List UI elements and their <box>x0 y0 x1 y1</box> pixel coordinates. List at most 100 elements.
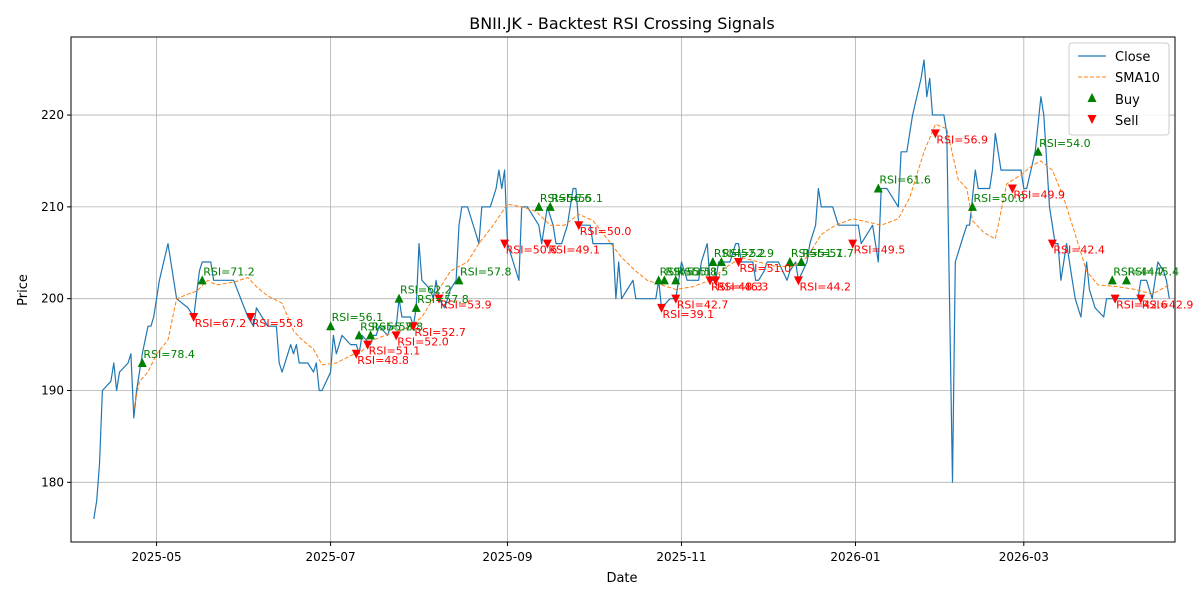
legend-sell-marker <box>1087 115 1097 124</box>
x-tick-label: 2025-09 <box>482 550 532 564</box>
sell-signal-label: RSI=67.2 <box>195 317 247 330</box>
buy-marker <box>411 302 421 312</box>
buy-marker <box>716 256 726 266</box>
sell-signal-label: RSI=42.6 <box>1116 299 1168 312</box>
buy-marker <box>454 275 464 285</box>
legend-buy-label: Buy <box>1115 93 1140 108</box>
buy-signal-label: RSI=56.1 <box>332 311 384 324</box>
buy-signal-label: RSI=51.5 <box>677 265 729 278</box>
y-axis-label: Price <box>16 274 31 306</box>
sell-signal-label: RSI=39.1 <box>663 308 715 321</box>
buy-marker <box>1033 146 1043 156</box>
sell-marker <box>1136 294 1146 304</box>
buy-marker <box>534 201 544 211</box>
sell-signal-label: RSI=42.9 <box>1142 299 1194 312</box>
plot-area: RSI=78.4 RSI=71.2 RSI=56.1RSI=55.7RSI=58.8… <box>41 36 1193 564</box>
sell-marker <box>930 129 940 139</box>
buy-marker <box>671 275 681 285</box>
x-tick-label: 2026-01 <box>830 550 880 564</box>
buy-marker <box>659 275 669 285</box>
y-tick-label: 200 <box>41 292 64 306</box>
grid-lines <box>71 37 1175 542</box>
buy-marker <box>708 256 718 266</box>
sell-marker <box>848 239 858 249</box>
sell-marker <box>734 257 744 267</box>
buy-marker <box>354 330 364 340</box>
y-tick-label: 210 <box>41 200 64 214</box>
sell-signal-label: RSI=49.5 <box>854 244 906 257</box>
sell-marker <box>500 239 510 249</box>
sell-marker <box>793 276 803 286</box>
buy-signal-label: RSI=54.0 <box>1039 137 1091 150</box>
buy-marker <box>197 275 207 285</box>
buy-signal-label: RSI=62.2 <box>400 284 452 297</box>
plot-background <box>71 37 1175 542</box>
y-tick-label: 180 <box>41 475 64 489</box>
sell-signal-label: RSI=50.6 <box>506 244 558 257</box>
sell-signal-label: RSI=49.9 <box>1013 189 1065 202</box>
close-price-line <box>93 59 1170 520</box>
x-axis-ticks: 2025-05 2025-07 2025-09 2025-11 2026-01 2026-… <box>132 542 1049 564</box>
sell-signal-label: RSI=48.8 <box>357 354 409 367</box>
legend-close-label: Close <box>1115 50 1150 65</box>
legend-frame <box>1068 42 1170 136</box>
buy-signal-label: RSI=50.0 <box>973 192 1025 205</box>
sell-signal-label: RSI=46.3 <box>717 280 769 293</box>
sell-signal-label: RSI=56.9 <box>936 133 988 146</box>
legend-buy-marker <box>1087 93 1097 102</box>
buy-signal-label: RSI=71.2 <box>203 265 255 278</box>
sell-signal-label: RSI=51.0 <box>740 262 792 275</box>
signal-markers <box>137 129 1146 367</box>
x-axis-label: Date <box>606 571 637 586</box>
sell-signal-label: RSI=53.9 <box>440 299 492 312</box>
buy-signal-label: RSI=56.6 <box>540 192 592 205</box>
x-tick-label: 2025-11 <box>656 550 706 564</box>
sell-signal-label: RSI=52.7 <box>414 326 466 339</box>
series-lines <box>93 59 1170 520</box>
legend-sma-label: SMA10 <box>1115 71 1160 86</box>
buy-signal-label: RSI=51.7 <box>791 247 843 260</box>
sell-marker <box>408 322 418 332</box>
sell-marker <box>363 340 373 350</box>
buy-marker <box>654 275 664 285</box>
sell-signal-label: RSI=52.0 <box>397 335 449 348</box>
buy-marker <box>366 330 376 340</box>
plot-frame <box>70 36 1176 543</box>
chart-title: BNII.JK - Backtest RSI Crossing Signals <box>469 14 775 33</box>
sell-marker <box>542 239 552 249</box>
buy-marker <box>967 201 977 211</box>
buy-signal-label: RSI=55.1 <box>551 192 603 205</box>
sell-marker <box>189 313 199 323</box>
buy-signal-label: RSI=53.1 <box>660 265 712 278</box>
sell-marker <box>434 294 444 304</box>
y-tick-label: 190 <box>41 384 64 398</box>
buy-signal-label: RSI=78.4 <box>143 348 195 361</box>
sell-signal-label: RSI=44.2 <box>799 280 851 293</box>
sell-marker <box>705 276 715 286</box>
sell-marker <box>391 331 401 341</box>
buy-marker <box>1107 275 1117 285</box>
sell-marker <box>671 294 681 304</box>
buy-signal-label: RSI=55.7 <box>360 320 412 333</box>
sell-marker <box>1047 239 1057 249</box>
legend: Close SMA10 Buy Sell <box>1068 42 1170 136</box>
buy-signal-label: RSI=44.7 <box>1113 265 1165 278</box>
y-axis-ticks: 180 190 200 210 220 <box>41 108 71 489</box>
buy-signal-label: RSI=57.8 <box>417 293 469 306</box>
y-tick-label: 220 <box>41 108 64 122</box>
buy-marker <box>137 357 147 367</box>
buy-marker <box>1122 275 1132 285</box>
buy-signal-label: RSI=45.4 <box>1128 265 1180 278</box>
buy-signal-label: RSI=58.8 <box>372 320 424 333</box>
x-tick-label: 2025-07 <box>306 550 356 564</box>
sell-marker <box>574 221 584 231</box>
sell-signal-label: RSI=49.1 <box>548 244 600 257</box>
buy-signal-label: RSI=61.6 <box>879 174 931 187</box>
signal-labels: RSI=78.4 RSI=71.2 RSI=56.1RSI=55.7RSI=58.8… <box>143 133 1193 366</box>
buy-marker <box>785 256 795 266</box>
buy-marker <box>873 183 883 193</box>
sell-marker <box>711 276 721 286</box>
sell-marker <box>351 349 361 359</box>
buy-signal-label: RSI=57.8 <box>460 265 512 278</box>
